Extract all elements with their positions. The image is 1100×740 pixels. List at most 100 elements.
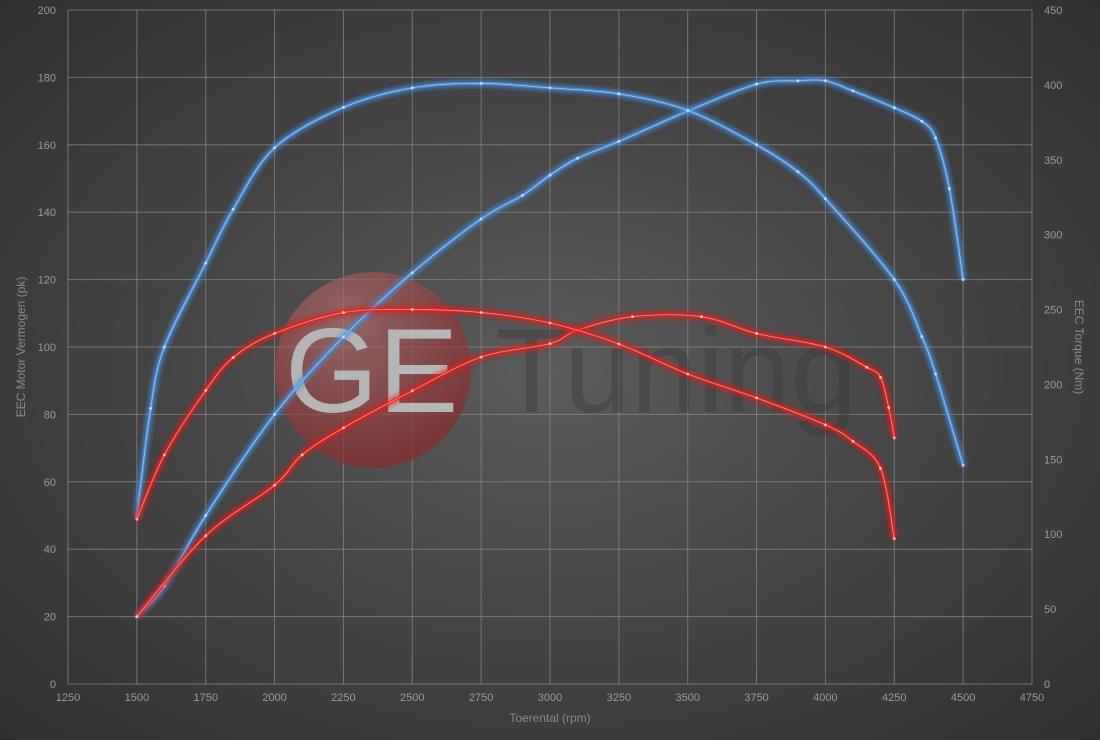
data-point xyxy=(961,463,965,467)
y-right-tick-label: 250 xyxy=(1044,305,1062,317)
x-tick-label: 3000 xyxy=(538,692,562,704)
data-point xyxy=(892,278,896,282)
data-point xyxy=(273,332,277,336)
data-point xyxy=(300,453,304,457)
svg-text:GE: GE xyxy=(285,304,458,438)
x-tick-label: 4000 xyxy=(813,692,837,704)
data-point xyxy=(162,453,166,457)
data-point xyxy=(548,342,552,346)
x-tick-label: 3250 xyxy=(607,692,631,704)
data-point xyxy=(548,321,552,325)
data-point xyxy=(796,79,800,83)
x-tick-label: 2500 xyxy=(400,692,424,704)
y-right-tick-label: 400 xyxy=(1044,80,1062,92)
data-point xyxy=(576,156,580,160)
data-point xyxy=(410,308,414,312)
data-point xyxy=(520,193,524,197)
data-point xyxy=(823,423,827,427)
y-left-tick-label: 100 xyxy=(38,342,56,354)
data-point xyxy=(410,389,414,393)
y-left-tick-label: 0 xyxy=(50,679,56,691)
x-axis-label: Toerental (rpm) xyxy=(509,711,590,725)
svg-text:Tuning: Tuning xyxy=(495,304,857,438)
data-point xyxy=(479,217,483,221)
data-point xyxy=(135,615,139,619)
y-left-tick-label: 40 xyxy=(44,544,56,556)
data-point xyxy=(947,187,951,191)
grid xyxy=(67,9,1033,685)
data-point xyxy=(273,146,277,150)
y-left-tick-label: 120 xyxy=(38,275,56,287)
data-point xyxy=(548,86,552,90)
y-left-tick-label: 20 xyxy=(44,612,56,624)
y-left-tick-label: 80 xyxy=(44,409,56,421)
series-highlight-3 xyxy=(136,309,895,539)
data-point xyxy=(755,143,759,147)
data-point xyxy=(755,332,759,336)
data-point xyxy=(755,82,759,86)
y-axis-left-label: EEC Motor Vermogen (pk) xyxy=(14,277,28,418)
data-point xyxy=(341,426,345,430)
data-point xyxy=(617,92,621,96)
data-point xyxy=(479,355,483,359)
y-right-tick-label: 350 xyxy=(1044,155,1062,167)
x-tick-label: 3500 xyxy=(675,692,699,704)
data-point xyxy=(204,261,208,265)
data-point xyxy=(823,79,827,83)
y-right-tick-label: 300 xyxy=(1044,230,1062,242)
data-point xyxy=(823,197,827,201)
y-right-tick-label: 200 xyxy=(1044,379,1062,391)
data-point xyxy=(341,105,345,109)
x-tick-label: 2250 xyxy=(331,692,355,704)
data-point xyxy=(273,412,277,416)
x-tick-label: 2000 xyxy=(262,692,286,704)
series-highlight-2 xyxy=(136,314,895,617)
data-point xyxy=(135,517,139,521)
watermark-logo: GE Tuning xyxy=(275,272,857,468)
data-point xyxy=(410,271,414,275)
data-point xyxy=(961,278,965,282)
x-tick-label: 4750 xyxy=(1020,692,1044,704)
x-tick-label: 3750 xyxy=(744,692,768,704)
data-point xyxy=(479,81,483,85)
data-point xyxy=(887,406,891,410)
data-point xyxy=(631,315,635,319)
data-point xyxy=(204,534,208,538)
data-point xyxy=(341,311,345,315)
x-tick-label: 1500 xyxy=(125,692,149,704)
data-point xyxy=(796,170,800,174)
y-left-tick-label: 160 xyxy=(38,140,56,152)
y-axis-right-label: EEC Torque (Nm) xyxy=(1072,300,1086,394)
data-point xyxy=(920,119,924,123)
data-point xyxy=(755,396,759,400)
data-point xyxy=(204,514,208,517)
data-point xyxy=(617,139,621,143)
x-tick-label: 2750 xyxy=(469,692,493,704)
data-point xyxy=(479,311,483,315)
y-left-tick-label: 200 xyxy=(38,5,56,17)
data-point xyxy=(879,375,883,379)
y-left-tick-label: 60 xyxy=(44,477,56,489)
y-right-tick-label: 450 xyxy=(1044,5,1062,17)
data-point xyxy=(699,315,703,319)
data-point xyxy=(865,365,869,369)
x-tick-label: 1250 xyxy=(56,692,80,704)
x-tick-label: 1750 xyxy=(193,692,217,704)
y-right-tick-label: 150 xyxy=(1044,454,1062,466)
data-point xyxy=(231,207,235,211)
y-left-tick-label: 180 xyxy=(38,72,56,84)
x-tick-label: 4250 xyxy=(882,692,906,704)
data-point xyxy=(892,436,896,440)
data-point xyxy=(851,89,855,93)
data-point xyxy=(273,483,277,487)
data-point xyxy=(686,108,690,112)
y-left-tick-label: 140 xyxy=(38,207,56,219)
data-point xyxy=(879,466,883,470)
data-point xyxy=(410,86,414,90)
data-point xyxy=(892,106,896,110)
data-point xyxy=(617,342,621,346)
data-point xyxy=(892,537,896,541)
data-point xyxy=(162,345,166,349)
data-point xyxy=(686,372,690,376)
data-point xyxy=(204,388,208,392)
